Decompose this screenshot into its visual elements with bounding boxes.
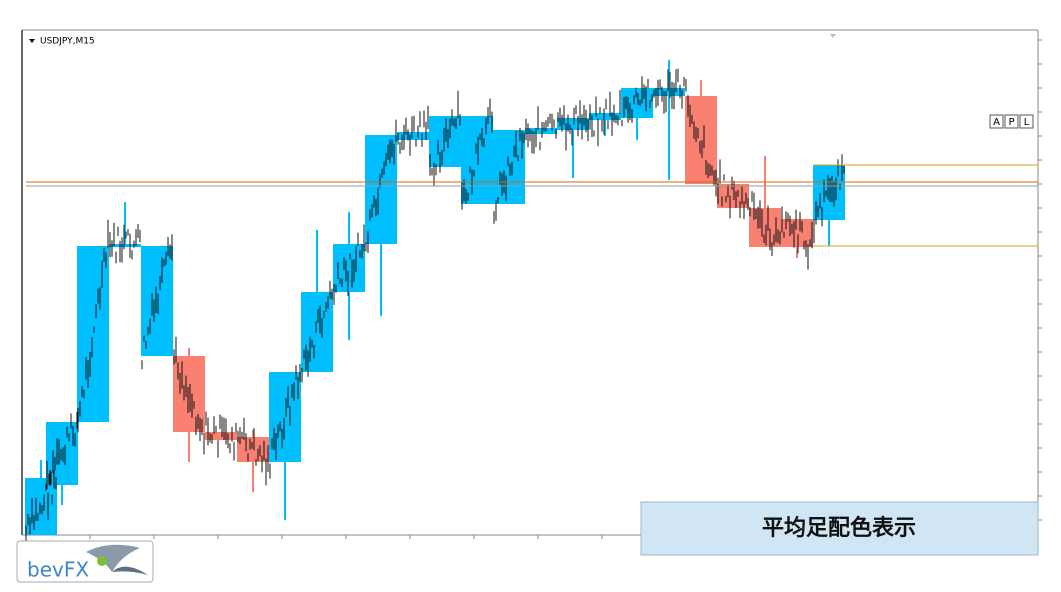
block	[205, 432, 237, 440]
chart-button-label: P	[1008, 117, 1014, 128]
chart-button[interactable]	[1004, 114, 1019, 129]
chart-button[interactable]	[1019, 114, 1034, 129]
block	[141, 246, 173, 356]
price-bars	[25, 68, 845, 544]
block	[493, 130, 525, 204]
block	[397, 132, 429, 140]
shift-marker	[830, 34, 836, 38]
logo-dot	[97, 556, 107, 566]
logo: bevFX	[16, 540, 154, 583]
symbol-label: USDJPY,M15	[40, 37, 95, 47]
block	[525, 128, 557, 134]
logo-bird-wing	[112, 566, 148, 575]
symbol-menu-arrow[interactable]	[29, 39, 35, 43]
block	[109, 244, 141, 247]
logo-text: bevFX	[27, 558, 89, 582]
block	[557, 118, 589, 130]
chart-button[interactable]	[989, 114, 1004, 129]
caption-background	[640, 501, 1039, 556]
chart-button-label: A	[993, 117, 1000, 128]
caption-text: 平均足配色表示	[762, 515, 916, 541]
logo-bird	[86, 544, 140, 572]
price-bar-ticks	[25, 68, 845, 544]
block	[653, 88, 685, 96]
block	[589, 113, 621, 120]
caption-box: 平均足配色表示	[640, 501, 1039, 556]
chart-button-label: L	[1024, 117, 1030, 128]
